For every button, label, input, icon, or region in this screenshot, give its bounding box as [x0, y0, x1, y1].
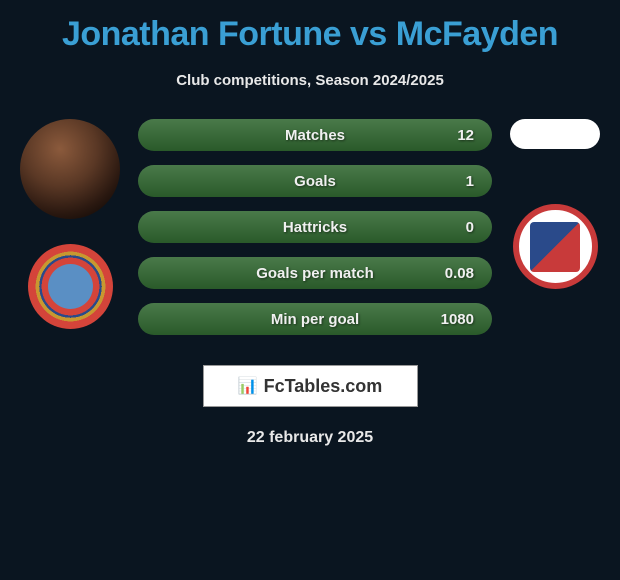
- subtitle: Club competitions, Season 2024/2025: [0, 72, 620, 89]
- stat-label: Goals: [294, 173, 336, 190]
- content-area: - Matches 12 - Goals 1 - Hattricks 0 - G…: [0, 119, 620, 349]
- player2-photo: [510, 119, 600, 149]
- stat-row-hattricks: - Hattricks 0: [138, 211, 492, 243]
- stat-value: 0: [466, 219, 474, 236]
- stat-row-goals: - Goals 1: [138, 165, 492, 197]
- stat-row-min-per-goal: - Min per goal 1080: [138, 303, 492, 335]
- stat-row-matches: - Matches 12: [138, 119, 492, 151]
- brand-logo-box: 📊 FcTables.com: [203, 365, 418, 407]
- stats-column: - Matches 12 - Goals 1 - Hattricks 0 - G…: [130, 119, 500, 349]
- right-column: [500, 119, 610, 289]
- infographic-container: Jonathan Fortune vs McFayden Club compet…: [0, 0, 620, 457]
- stat-label: Min per goal: [271, 311, 359, 328]
- stat-value: 0.08: [445, 265, 474, 282]
- left-column: [10, 119, 130, 329]
- player2-club-logo: [513, 204, 598, 289]
- page-title: Jonathan Fortune vs McFayden: [0, 15, 620, 54]
- player1-photo: [20, 119, 120, 219]
- brand-name: FcTables.com: [264, 376, 383, 397]
- stat-label: Matches: [285, 127, 345, 144]
- chart-icon: 📊: [238, 376, 258, 396]
- stat-label: Hattricks: [283, 219, 347, 236]
- date-label: 22 february 2025: [0, 429, 620, 447]
- stat-value: 1080: [441, 311, 474, 328]
- stat-value: 12: [457, 127, 474, 144]
- player1-club-logo: [28, 244, 113, 329]
- stat-value: 1: [466, 173, 474, 190]
- stat-label: Goals per match: [256, 265, 374, 282]
- stat-row-goals-per-match: - Goals per match 0.08: [138, 257, 492, 289]
